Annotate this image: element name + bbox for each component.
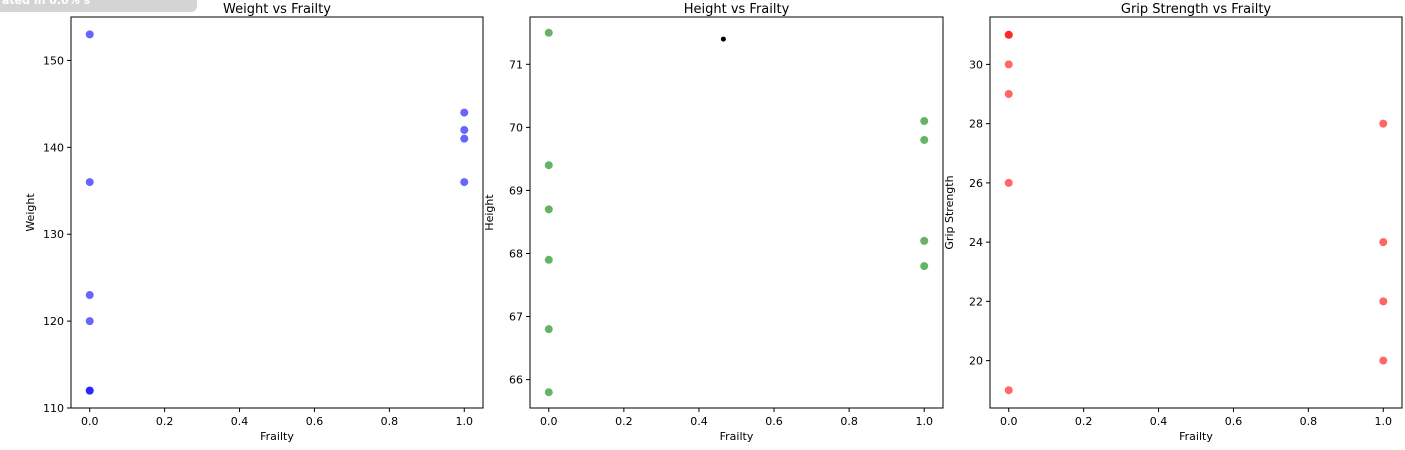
y-tick-label: 120 [43, 315, 64, 328]
x-tick-label: 0.8 [381, 415, 399, 428]
chart-panel-1: Weight vs Frailty 0.0 0.2 0.4 0.6 0.8 1.0 110 12… [24, 2, 484, 443]
x-tick-label: 1.0 [915, 415, 933, 428]
y-tick-label: 20 [969, 355, 983, 368]
data-point [544, 161, 553, 170]
x-tick-label: 0.6 [1225, 415, 1243, 428]
chart-title: Height vs Frailty [684, 2, 790, 17]
x-tick-label: 0.2 [156, 415, 174, 428]
plot-frame [70, 16, 484, 409]
data-point [460, 125, 469, 134]
y-axis-label: Grip Strength [943, 175, 956, 249]
x-tick-label: 0.2 [1075, 415, 1093, 428]
x-tick-label: 0.0 [81, 415, 99, 428]
data-point [460, 134, 469, 143]
x-tick-label: 0.8 [1300, 415, 1318, 428]
data-point [85, 386, 94, 395]
y-tick-label: 140 [43, 141, 64, 154]
y-tick-label: 26 [969, 177, 983, 190]
x-tick-label: 0.4 [231, 415, 249, 428]
data-point [544, 255, 553, 264]
data-point [1004, 386, 1013, 395]
data-point [1004, 60, 1013, 69]
x-tick-label: 1.0 [1375, 415, 1393, 428]
y-tick-label: 110 [43, 402, 64, 415]
y-tick-label: 66 [509, 374, 523, 387]
data-point [85, 317, 94, 326]
x-tick-label: 1.0 [456, 415, 474, 428]
x-tick-label: 0.4 [690, 415, 708, 428]
y-axis-label: Weight [24, 193, 37, 232]
x-tick-label: 0.6 [765, 415, 783, 428]
data-point [1004, 178, 1013, 187]
data-point [920, 117, 929, 126]
y-axis-label: Height [483, 194, 496, 231]
y-tick-label: 68 [509, 247, 523, 260]
x-tick-label: 0.8 [840, 415, 858, 428]
data-point [1379, 119, 1388, 128]
data-point [1379, 297, 1388, 306]
y-tick-label: 70 [509, 121, 523, 134]
data-point [920, 262, 929, 271]
plot-frame [529, 16, 944, 409]
y-tick-label: 150 [43, 54, 64, 67]
data-point [544, 205, 553, 214]
y-tick-label: 71 [509, 58, 523, 71]
data-point [1379, 238, 1388, 247]
data-point [85, 178, 94, 187]
x-axis-label: Frailty [1179, 430, 1213, 443]
y-tick-label: 24 [969, 236, 983, 249]
x-tick-label: 0.0 [540, 415, 558, 428]
data-point [85, 30, 94, 39]
y-tick-label: 67 [509, 311, 523, 324]
marker-point [720, 36, 726, 42]
data-point [1379, 356, 1388, 365]
chart-panel-3: Grip Strength vs Frailty 0.0 0.2 0.4 0.6 0.8 1… [943, 2, 1403, 443]
plot-frame [989, 16, 1403, 409]
data-point [1004, 30, 1013, 39]
chart-panel-2: Height vs Frailty 0.0 0.2 0.4 0.6 0.8 1.0 66 67 6… [483, 2, 944, 443]
data-point [1004, 90, 1013, 99]
data-point [544, 28, 553, 37]
data-point [85, 291, 94, 300]
x-axis-label: Frailty [260, 430, 294, 443]
x-tick-label: 0.4 [1150, 415, 1168, 428]
status-badge: ated in 0.0% s [0, 0, 197, 12]
y-tick-label: 130 [43, 228, 64, 241]
y-tick-label: 22 [969, 295, 983, 308]
chart-title: Weight vs Frailty [223, 2, 331, 17]
data-point [460, 108, 469, 117]
x-tick-label: 0.6 [306, 415, 324, 428]
data-point [460, 178, 469, 187]
data-point [920, 135, 929, 144]
x-tick-label: 0.0 [1000, 415, 1018, 428]
x-axis-label: Frailty [720, 430, 754, 443]
data-point [544, 388, 553, 397]
x-tick-label: 0.2 [615, 415, 633, 428]
y-tick-label: 69 [509, 184, 523, 197]
data-point [544, 325, 553, 334]
chart-title: Grip Strength vs Frailty [1121, 2, 1272, 17]
data-point [920, 236, 929, 245]
y-tick-label: 30 [969, 58, 983, 71]
y-tick-label: 28 [969, 118, 983, 131]
